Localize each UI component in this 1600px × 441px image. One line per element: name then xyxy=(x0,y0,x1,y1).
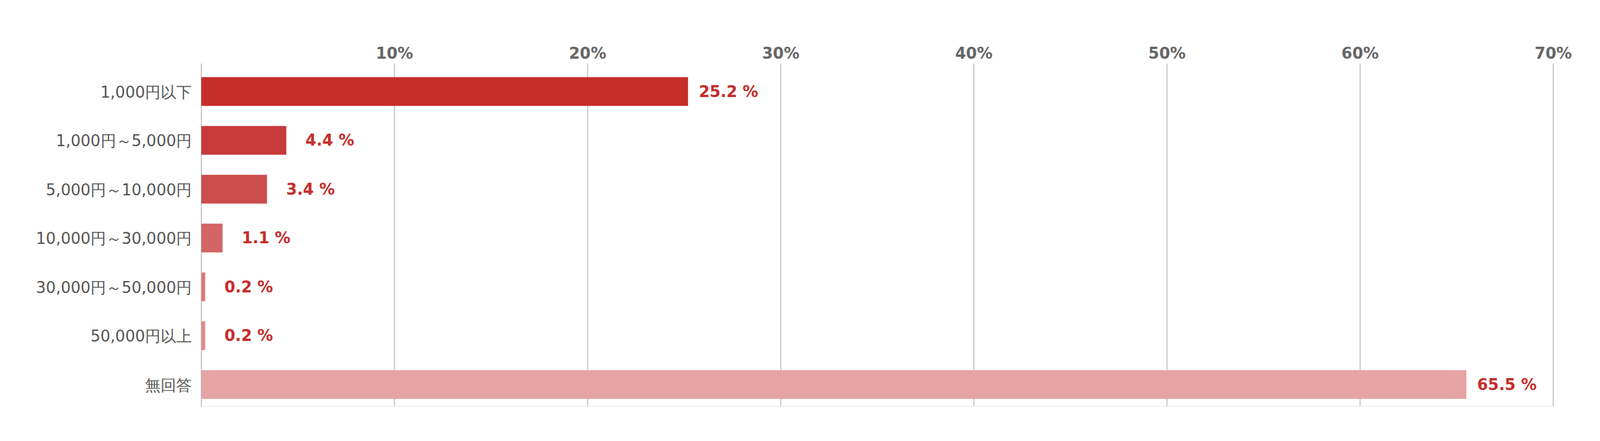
grid-line xyxy=(587,63,589,407)
category-label: 1,000円～5,000円 xyxy=(55,131,192,150)
data-label: 4.4 % xyxy=(305,131,355,150)
tick-label: 60% xyxy=(1341,44,1379,63)
data-label: 65.5 % xyxy=(1477,375,1537,394)
tick-label: 70% xyxy=(1534,44,1572,63)
bar xyxy=(201,370,1467,400)
data-label: 0.2 % xyxy=(224,326,273,345)
grid-line xyxy=(973,63,975,407)
bar xyxy=(201,174,268,204)
chart-container: 10% 20% 30% 40% 50% 60% 70% 1,000円以下 25.2 % 1,000… xyxy=(0,0,1600,441)
grid-line xyxy=(780,63,782,407)
tick-label: 30% xyxy=(762,44,800,63)
category-label: 無回答 xyxy=(145,376,192,395)
bar xyxy=(201,77,688,107)
grid-line xyxy=(1166,63,1168,407)
axis-range-line xyxy=(201,406,1554,407)
tick-label: 20% xyxy=(568,44,606,63)
tick-label: 50% xyxy=(1148,44,1186,63)
category-label: 10,000円～30,000円 xyxy=(35,229,192,248)
category-label: 50,000円以上 xyxy=(90,327,192,346)
category-label: 1,000円以下 xyxy=(100,83,192,102)
data-label: 25.2 % xyxy=(698,82,759,101)
grid-line xyxy=(393,63,395,407)
category-label: 30,000円～50,000円 xyxy=(35,278,192,297)
data-label: 0.2 % xyxy=(224,278,273,297)
bar xyxy=(201,125,287,155)
tick-label: 10% xyxy=(375,44,413,63)
chart-svg: 10% 20% 30% 40% 50% 60% 70% 1,000円以下 25.2 % 1,000… xyxy=(0,0,1600,441)
category-label: 5,000円～10,000円 xyxy=(46,180,192,199)
bar xyxy=(201,223,223,253)
data-label: 1.1 % xyxy=(241,228,291,247)
bars xyxy=(201,77,1467,400)
grid-line xyxy=(1552,63,1554,407)
data-label: 3.4 % xyxy=(286,180,335,199)
bar xyxy=(201,321,205,350)
grid-line xyxy=(1359,63,1361,407)
tick-label: 40% xyxy=(955,44,993,63)
bar xyxy=(201,272,205,302)
